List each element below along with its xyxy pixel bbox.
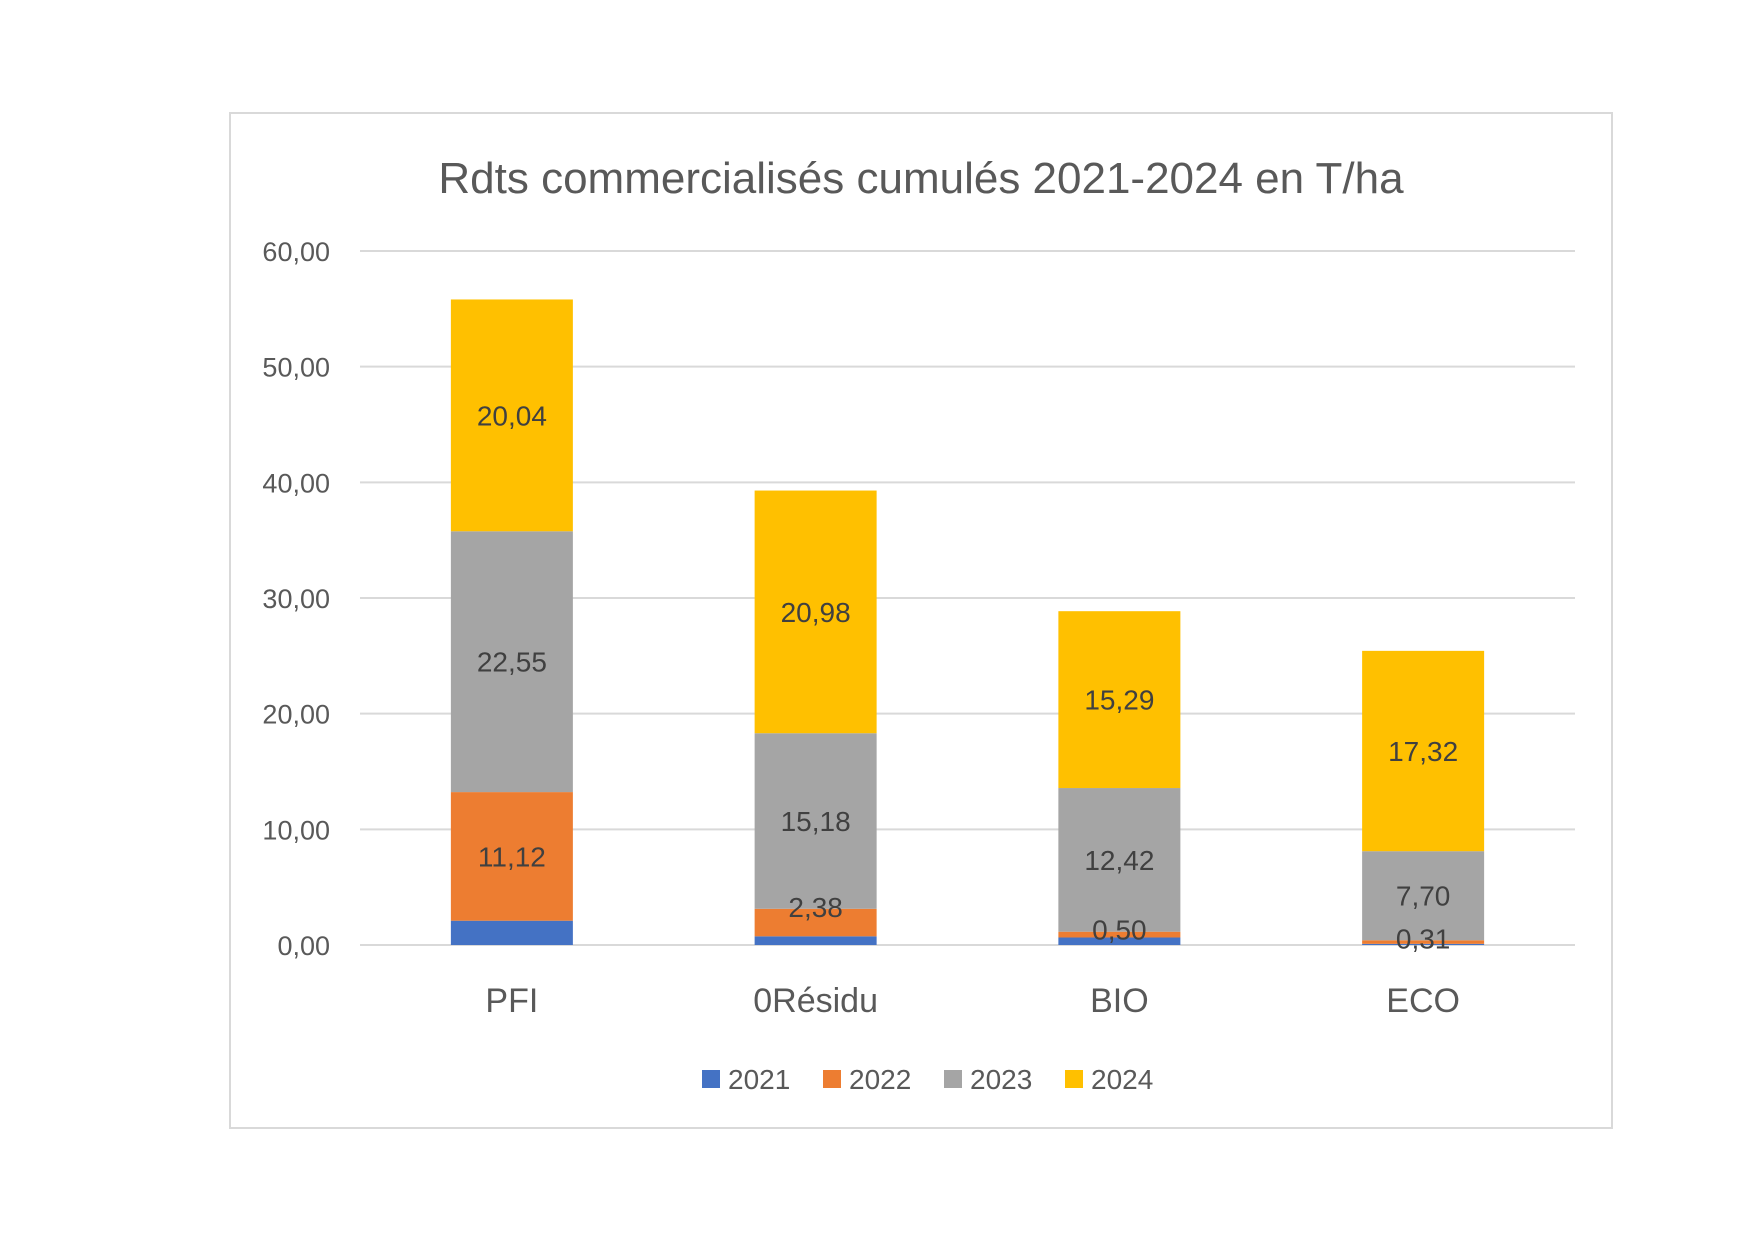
category-label: PFI: [485, 982, 538, 1020]
legend-swatch: [944, 1070, 962, 1088]
bar-eco-2024: [1362, 650, 1485, 852]
category-label: ECO: [1386, 982, 1460, 1020]
bar-0résidu-2021: [754, 936, 877, 945]
data-labels: 11,12 22,55 20,04 2,38 15,18 20,98 0,50 12,42 15…: [477, 400, 1458, 954]
data-label: 0,31: [1396, 923, 1451, 954]
y-axis: 0,00 10,00 20,00 30,00 40,00 50,00 60,00: [262, 237, 330, 961]
bar-eco-2021: [1362, 943, 1485, 945]
legend-swatch: [1065, 1070, 1083, 1088]
x-axis: PFI 0Résidu BIO ECO: [485, 982, 1460, 1020]
bar-pfi-2024: [450, 299, 573, 532]
chart-title: Rdts commercialisés cumulés 2021-2024 en…: [438, 154, 1404, 203]
y-tick-label: 20,00: [262, 700, 330, 730]
bar-bio-2023: [1058, 788, 1181, 932]
data-label: 20,04: [477, 400, 547, 431]
bar-area: [450, 299, 1485, 945]
data-label: 0,50: [1092, 915, 1147, 946]
y-tick-label: 10,00: [262, 815, 330, 845]
legend-label: 2024: [1091, 1064, 1153, 1095]
category-label: 0Résidu: [753, 982, 878, 1020]
legend-label: 2022: [849, 1064, 911, 1095]
data-label: 15,18: [781, 806, 851, 837]
legend-item-2021: 2021: [702, 1064, 790, 1095]
bar-eco-2022: [1362, 940, 1485, 944]
legend-swatch: [702, 1070, 720, 1088]
chart-frame: [229, 112, 1613, 1129]
y-tick-label: 60,00: [262, 237, 330, 267]
legend-item-2022: 2022: [823, 1064, 911, 1095]
bar-bio-2021: [1058, 937, 1181, 945]
y-tick-label: 0,00: [277, 931, 330, 961]
bar-bio-2022: [1058, 931, 1181, 938]
bar-0résidu-2024: [754, 490, 877, 734]
data-label: 17,32: [1388, 736, 1458, 767]
legend-swatch: [823, 1070, 841, 1088]
data-label: 2,38: [788, 892, 843, 923]
data-label: 15,29: [1084, 685, 1154, 716]
legend-item-2023: 2023: [944, 1064, 1032, 1095]
legend-label: 2021: [728, 1064, 790, 1095]
legend: 2021 2022 2023 2024: [702, 1064, 1153, 1095]
data-label: 12,42: [1084, 845, 1154, 876]
y-tick-label: 40,00: [262, 468, 330, 498]
legend-item-2024: 2024: [1065, 1064, 1153, 1095]
y-tick-label: 50,00: [262, 353, 330, 383]
bar-eco-2023: [1362, 851, 1485, 941]
data-label: 20,98: [781, 597, 851, 628]
category-label: BIO: [1090, 982, 1149, 1020]
bar-pfi-2023: [450, 531, 573, 793]
bar-0résidu-2022: [754, 908, 877, 937]
bar-bio-2024: [1058, 611, 1181, 789]
bar-pfi-2021: [450, 920, 573, 945]
bar-pfi-2022: [450, 792, 573, 921]
y-tick-label: 30,00: [262, 584, 330, 614]
data-label: 7,70: [1396, 881, 1451, 912]
legend-label: 2023: [970, 1064, 1032, 1095]
data-label: 11,12: [478, 841, 546, 872]
bar-0résidu-2023: [754, 733, 877, 909]
data-label: 22,55: [477, 647, 547, 678]
